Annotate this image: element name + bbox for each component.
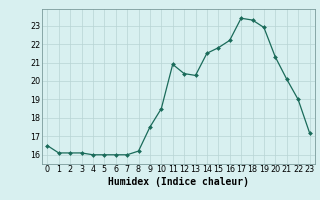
X-axis label: Humidex (Indice chaleur): Humidex (Indice chaleur) [108, 177, 249, 187]
